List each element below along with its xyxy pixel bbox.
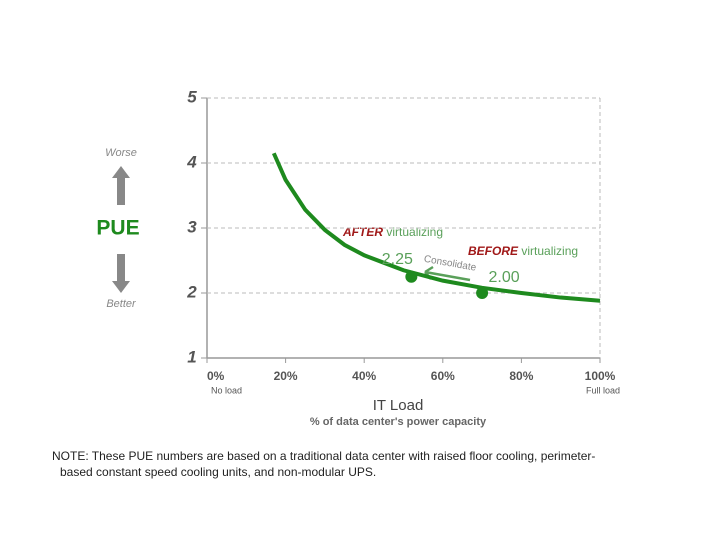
x-tick-label: 40% — [352, 369, 376, 383]
y-tick-label: 2 — [186, 282, 197, 301]
after-emphasis: AFTER — [342, 225, 383, 239]
marker — [476, 287, 489, 299]
curve — [271, 152, 601, 303]
marker — [405, 270, 418, 283]
y-top-label: Worse — [105, 147, 137, 159]
x-tick-label: 20% — [274, 369, 298, 383]
y-tick-label: 5 — [187, 87, 197, 106]
y-tick-label: 4 — [186, 152, 197, 171]
y-label: PUE — [96, 217, 139, 240]
marker-label: 2.00 — [489, 269, 520, 286]
x-sublabel: % of data center's power capacity — [310, 416, 487, 428]
before-text: virtualizing — [521, 244, 578, 258]
x-tick-label: 80% — [509, 369, 533, 383]
before-annotation: BEFORE virtualizing — [468, 244, 578, 258]
x-tick-label: 100% — [585, 369, 616, 383]
x-tick-label: 60% — [431, 369, 455, 383]
y-tick-label: 3 — [187, 217, 197, 236]
after-annotation: AFTER virtualizing — [342, 225, 443, 239]
y-tick-label: 1 — [187, 347, 196, 366]
note-line: based constant speed cooling units, and … — [60, 465, 376, 479]
x-start-label: No load — [211, 385, 242, 395]
x-end-label: Full load — [586, 385, 620, 395]
after-text: virtualizing — [386, 225, 443, 239]
y-bottom-label: Better — [106, 298, 137, 310]
up-arrow — [112, 166, 130, 205]
before-emphasis: BEFORE — [468, 244, 519, 258]
x-label: IT Load — [373, 397, 424, 414]
down-arrow — [112, 254, 130, 293]
x-tick-label: 0% — [207, 369, 225, 383]
note-line: NOTE: These PUE numbers are based on a t… — [52, 449, 595, 463]
marker-label: 2.25 — [382, 251, 413, 268]
